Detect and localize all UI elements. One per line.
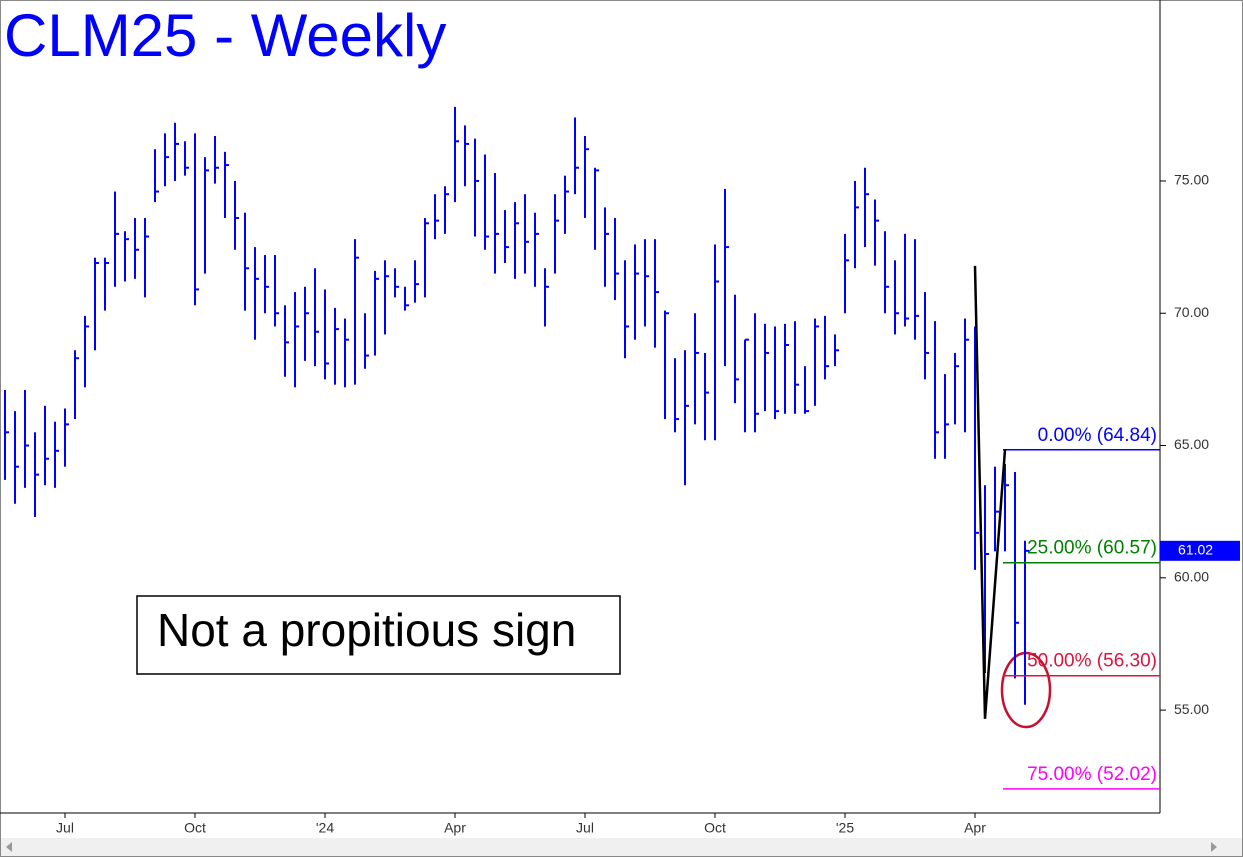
x-tick-label: Oct [704,820,726,836]
retracement-label: 50.00% (56.30) [1027,651,1157,672]
scroll-left[interactable] [6,842,12,852]
x-tick-label: Jul [56,820,74,836]
y-tick-label: 65.00 [1174,436,1209,452]
retracement-label: 75.00% (52.02) [1027,764,1157,785]
x-tick-label: '25 [836,820,854,836]
x-tick-label: Oct [184,820,206,836]
x-tick-label: '24 [316,820,334,836]
y-tick-label: 70.00 [1174,304,1209,320]
x-tick-label: Jul [576,820,594,836]
scrollbar[interactable] [1,838,1242,856]
x-tick-label: Apr [444,820,466,836]
y-tick-label: 55.00 [1174,701,1209,717]
annotation-box [136,595,621,675]
retracement-label: 0.00% (64.84) [1038,425,1157,446]
x-tick-label: Apr [964,820,986,836]
last-price-box [1160,540,1240,561]
retracement-label: 25.00% (60.57) [1027,538,1157,559]
y-tick-label: 60.00 [1174,569,1209,585]
scroll-right[interactable] [1211,842,1217,852]
y-tick-label: 75.00 [1174,172,1209,188]
pattern-line [973,265,1007,719]
last-price-label: 61.02 [1178,542,1213,558]
annotation: Not a propitious sign [157,604,576,656]
chart-title: CLM25 - Weekly [4,2,446,69]
